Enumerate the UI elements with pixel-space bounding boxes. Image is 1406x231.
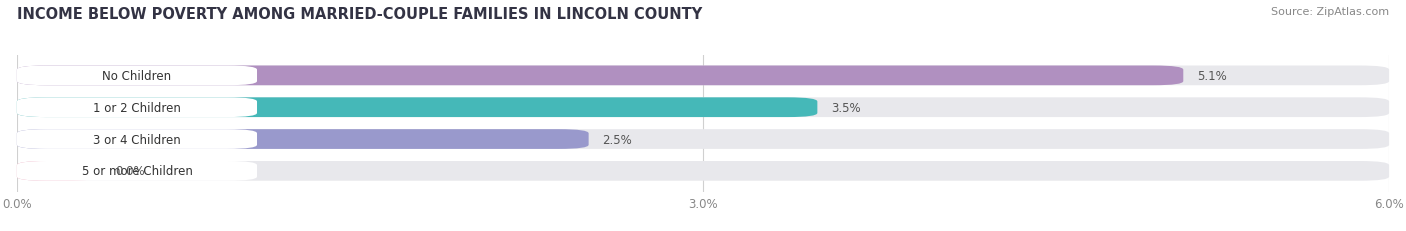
Text: 0.0%: 0.0% xyxy=(115,165,145,178)
Text: 3 or 4 Children: 3 or 4 Children xyxy=(93,133,181,146)
FancyBboxPatch shape xyxy=(17,98,817,118)
FancyBboxPatch shape xyxy=(17,161,1389,181)
Text: INCOME BELOW POVERTY AMONG MARRIED-COUPLE FAMILIES IN LINCOLN COUNTY: INCOME BELOW POVERTY AMONG MARRIED-COUPL… xyxy=(17,7,702,22)
Text: 5.1%: 5.1% xyxy=(1197,70,1227,82)
FancyBboxPatch shape xyxy=(17,130,257,149)
Text: No Children: No Children xyxy=(103,70,172,82)
Text: 1 or 2 Children: 1 or 2 Children xyxy=(93,101,181,114)
Text: 5 or more Children: 5 or more Children xyxy=(82,165,193,178)
FancyBboxPatch shape xyxy=(17,161,257,181)
Text: Source: ZipAtlas.com: Source: ZipAtlas.com xyxy=(1271,7,1389,17)
FancyBboxPatch shape xyxy=(17,98,1389,118)
FancyBboxPatch shape xyxy=(17,66,257,86)
FancyBboxPatch shape xyxy=(17,130,1389,149)
FancyBboxPatch shape xyxy=(17,66,1184,86)
FancyBboxPatch shape xyxy=(17,98,257,118)
Text: 2.5%: 2.5% xyxy=(602,133,633,146)
FancyBboxPatch shape xyxy=(17,66,1389,86)
FancyBboxPatch shape xyxy=(17,161,97,181)
Text: 3.5%: 3.5% xyxy=(831,101,860,114)
FancyBboxPatch shape xyxy=(17,130,589,149)
